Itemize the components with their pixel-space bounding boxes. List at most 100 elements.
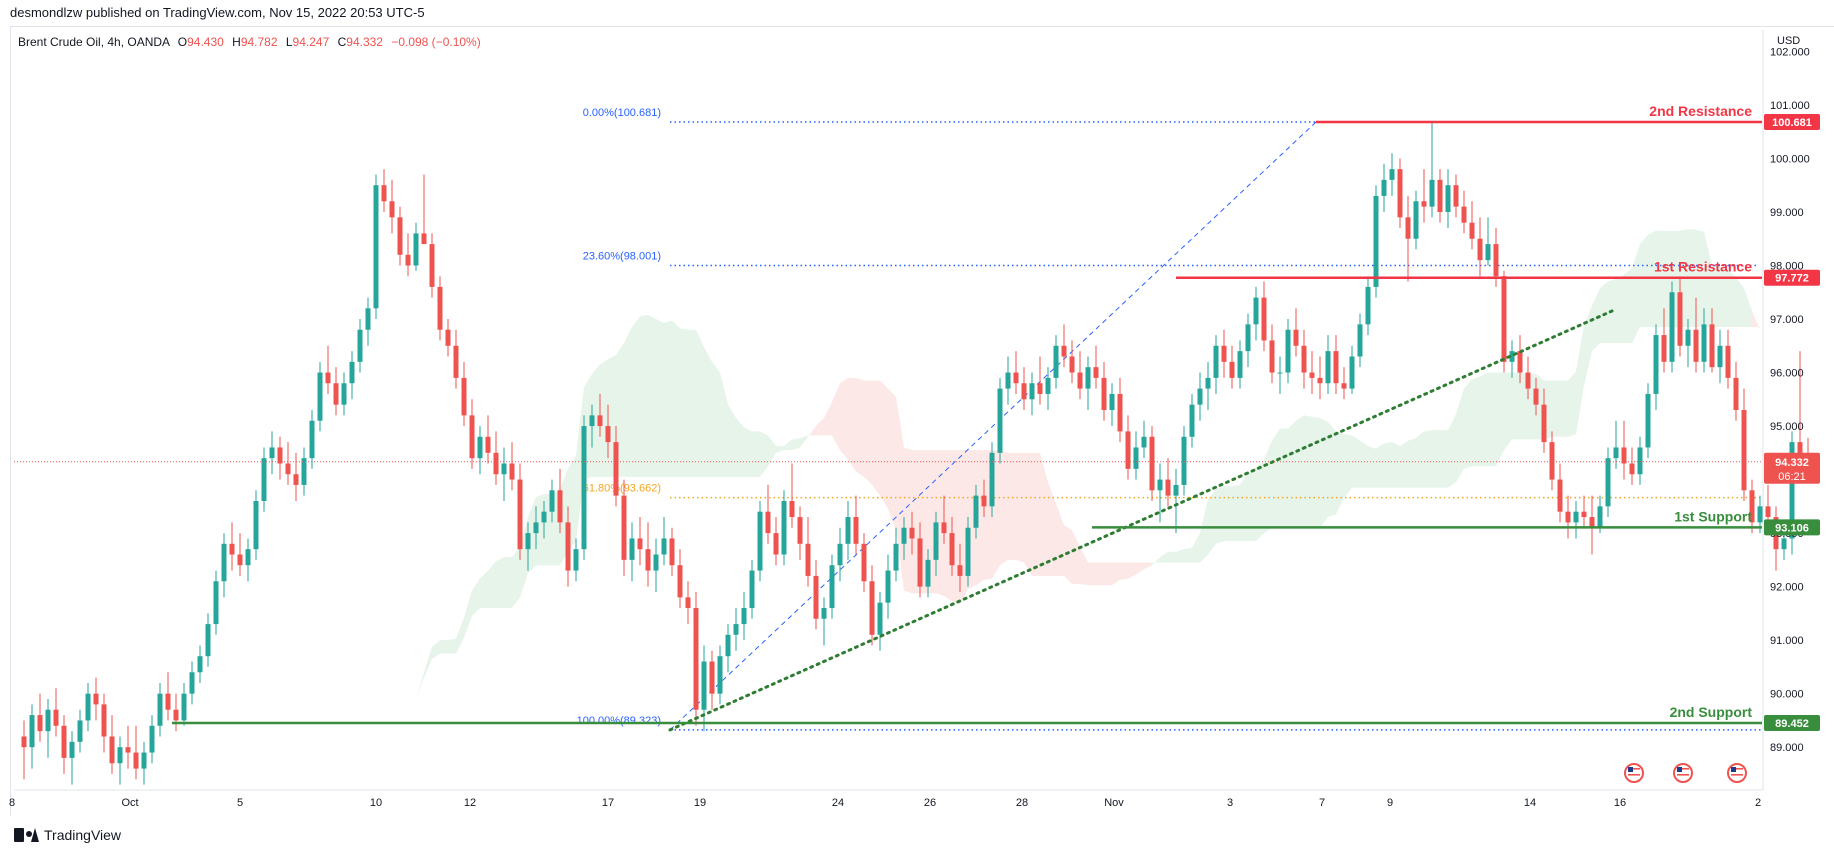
cloud-segment [288, 733, 296, 737]
cloud-segment [1136, 562, 1144, 575]
fib-level-label: 61.80%(93.662) [583, 483, 661, 495]
candle-body [869, 581, 875, 635]
candle-body [1789, 442, 1795, 539]
candle-body [413, 233, 419, 266]
event-flags[interactable] [1624, 763, 1747, 783]
candle-body [1029, 383, 1035, 400]
publisher-text: desmondlzw published on TradingView.com,… [10, 5, 425, 20]
flag-ring [1673, 763, 1693, 783]
cloud-segment [1176, 549, 1184, 563]
candle-body [229, 543, 235, 555]
cloud-segment [1600, 281, 1608, 344]
cloud-segment [440, 640, 448, 654]
candle-body [1357, 324, 1363, 357]
candle-body [533, 522, 539, 534]
candle-body [613, 442, 619, 496]
symbol-legend[interactable]: Brent Crude Oil, 4h, OANDA O94.430 H94.7… [18, 35, 481, 49]
candle-body [1325, 351, 1331, 384]
cloud-segment [976, 450, 984, 586]
candle-body [957, 565, 963, 576]
price-chart[interactable]: 0.00%(100.681) 23.60%(98.001) 61.80%(93.66… [0, 0, 1834, 820]
drawing-lines[interactable]: 2nd Resistance 1st Resistance 1st Support 2… [14, 103, 1762, 732]
cloud-segment [1088, 562, 1096, 586]
fib-retracement[interactable]: 0.00%(100.681) 23.60%(98.001) 61.80%(93.66… [577, 107, 1762, 731]
candle-body [1509, 351, 1515, 362]
cloud-segment [744, 427, 752, 477]
flag-canton [1677, 767, 1682, 772]
candle-body [1381, 179, 1387, 196]
cloud-segment [1024, 452, 1032, 576]
open-value: 94.430 [187, 35, 224, 49]
candle-body [37, 715, 43, 732]
candle-body [1453, 185, 1459, 207]
candle-body [1221, 345, 1227, 362]
candle-body [429, 244, 435, 287]
cloud-segment [1192, 533, 1200, 563]
candle-body [1285, 329, 1291, 373]
candle-body [1709, 324, 1715, 368]
cloud-segment [1232, 484, 1240, 542]
candles [21, 120, 1811, 785]
candle-body [181, 693, 187, 721]
candle-body [1149, 436, 1155, 491]
cloud-segment [864, 380, 872, 485]
candle-body [1013, 372, 1019, 384]
support-price-tag [1764, 519, 1820, 536]
candle-body [397, 217, 403, 255]
candle-body [1301, 345, 1307, 373]
cloud-segment [1072, 530, 1080, 584]
cloud-segment [1160, 551, 1168, 563]
flag-ring [1624, 763, 1644, 783]
cloud-segment [1632, 244, 1640, 344]
price-tick-label: 102.000 [1770, 46, 1810, 58]
cloud-segment [240, 736, 248, 742]
us-flag-event-icon[interactable] [1624, 763, 1644, 783]
candle-body [469, 415, 475, 459]
cloud-segment [1168, 551, 1176, 563]
candle-body [853, 517, 859, 544]
candle-body [285, 463, 291, 475]
grid [14, 30, 1764, 791]
cloud-segment [1128, 562, 1136, 579]
publisher-line: desmondlzw published on TradingView.com,… [0, 0, 1834, 26]
cloud-segment [1520, 372, 1528, 440]
price-axis[interactable]: 89.00090.00091.00092.00093.00094.00095.0… [1764, 46, 1820, 754]
candle-body [381, 185, 387, 202]
candle-body [1141, 436, 1147, 448]
time-axis[interactable]: 8 Oct 5 10 12 17 19 24 26 28 Nov 3 7 9 14 16 2 [9, 797, 1761, 809]
candle-body [461, 377, 467, 416]
time-tick-label: 8 [9, 797, 15, 809]
candle-body [157, 693, 163, 726]
candle-body [365, 308, 371, 330]
footer-brand: TradingView [44, 827, 122, 843]
candle-body [1445, 185, 1451, 212]
flag-stripe [1731, 768, 1743, 770]
candle-body [261, 458, 267, 501]
candle-body [253, 500, 259, 550]
candle-body [725, 634, 731, 657]
candle-body [1085, 367, 1091, 389]
cloud-segment [1000, 450, 1008, 566]
us-flag-event-icon[interactable] [1673, 763, 1693, 783]
chart-frame[interactable] [10, 26, 1834, 816]
candle-body [653, 554, 659, 571]
cloud-segment [776, 446, 784, 453]
price-tick-label: 100.000 [1770, 153, 1810, 165]
support-price-tag [1764, 714, 1820, 731]
candle-body [1053, 345, 1059, 378]
candle-body [1469, 222, 1475, 239]
candle-body [29, 715, 35, 748]
candle-body [1341, 383, 1347, 389]
cloud-segment [1336, 431, 1344, 515]
candle-body [1421, 201, 1427, 207]
cloud-segment [832, 383, 840, 451]
cloud-segment [1152, 557, 1160, 566]
candle-body [893, 543, 899, 571]
time-tick-label: Oct [121, 797, 138, 809]
candle-body [1797, 442, 1803, 459]
candle-body [885, 570, 891, 603]
candle-body [125, 747, 131, 753]
candle-body [1621, 447, 1627, 464]
candle-body [797, 517, 803, 544]
us-flag-event-icon[interactable] [1727, 763, 1747, 783]
